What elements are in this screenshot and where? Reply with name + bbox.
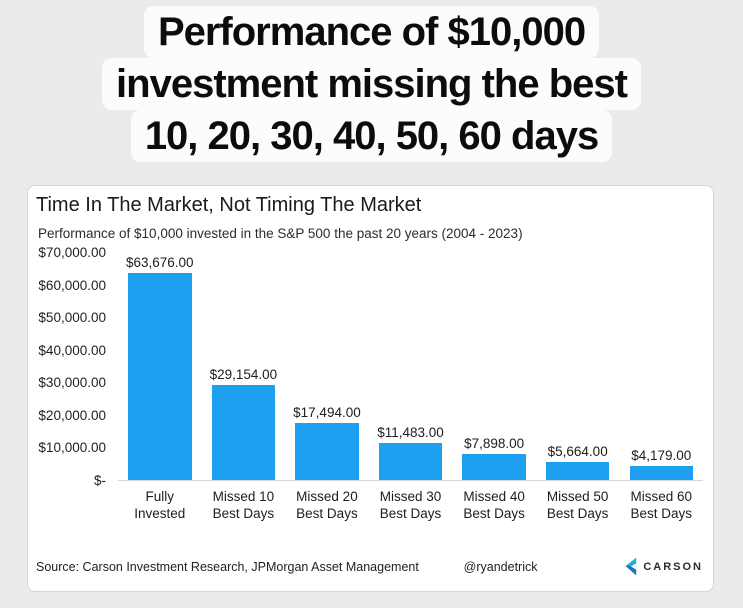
- bar: [462, 454, 526, 480]
- bar-column: $5,664.00: [536, 253, 620, 480]
- y-tick-label: $70,000.00: [38, 245, 106, 260]
- bar: [378, 442, 443, 480]
- y-tick-label: $10,000.00: [38, 440, 106, 456]
- bar-column: $29,154.00: [202, 253, 286, 480]
- bar-value-label: $29,154.00: [209, 367, 278, 382]
- x-axis-label: Fully Invested: [134, 489, 186, 521]
- bars-area: $63,676.00 $29,154.00 $17,494.00 $11,483.00…: [118, 253, 703, 481]
- page-title-line-2: investment missing the best: [102, 58, 641, 110]
- y-tick-label: $40,000.00: [38, 342, 106, 358]
- page-title-line-1: Performance of $10,000: [143, 6, 600, 58]
- x-axis-label: Missed 40 Best Days: [463, 489, 525, 521]
- bar-column: $7,898.00: [452, 253, 536, 480]
- x-axis-labels: Fully Invested Missed 10 Best Days Missed …: [118, 488, 703, 522]
- x-axis-label: Missed 20 Best Days: [296, 489, 358, 521]
- bar: [545, 461, 610, 480]
- page-title: Performance of $10,000 investment missin…: [0, 6, 743, 162]
- y-tick-label: $50,000.00: [38, 310, 106, 326]
- page-title-line-3: 10, 20, 30, 40, 50, 60 days: [130, 110, 613, 162]
- bar: [128, 272, 192, 480]
- chart-card: Time In The Market, Not Timing The Marke…: [27, 185, 714, 592]
- bar-value-label: $7,898.00: [464, 436, 525, 452]
- plot-inner: $70,000.00 $60,000.00 $50,000.00 $40,000.00…: [36, 246, 703, 522]
- bar: [629, 466, 694, 480]
- x-axis-label: Missed 50 Best Days: [546, 489, 609, 521]
- bar-value-label: $17,494.00: [293, 405, 361, 420]
- bars-wrap: $63,676.00 $29,154.00 $17,494.00 $11,483.00…: [118, 253, 703, 522]
- x-axis-label: Missed 10 Best Days: [212, 489, 275, 521]
- bar-column: $17,494.00: [285, 253, 369, 480]
- bar-column: $63,676.00: [118, 253, 202, 480]
- y-axis: $70,000.00 $60,000.00 $50,000.00 $40,000.00…: [36, 246, 118, 487]
- bar-value-label: $4,179.00: [631, 448, 692, 464]
- bar-value-label: $5,664.00: [547, 443, 608, 459]
- bar-chart: $70,000.00 $60,000.00 $50,000.00 $40,000.00…: [36, 246, 703, 522]
- y-tick-label: $30,000.00: [38, 375, 106, 391]
- carson-logo-icon: [625, 557, 637, 576]
- bar: [211, 385, 276, 480]
- bar: [295, 423, 359, 480]
- bar-value-label: $11,483.00: [377, 424, 444, 440]
- chart-title: Time In The Market, Not Timing The Marke…: [36, 194, 422, 216]
- bar-column: $4,179.00: [619, 253, 703, 480]
- bar-value-label: $63,676.00: [126, 254, 194, 270]
- chart-footer: Source: Carson Investment Research, JPMo…: [36, 556, 703, 577]
- y-tick-label: $-: [93, 472, 106, 488]
- carson-logo: CARSON: [622, 556, 703, 577]
- y-tick-label: $60,000.00: [38, 277, 106, 293]
- y-tick-label: $20,000.00: [38, 407, 106, 423]
- source-text: Source: Carson Investment Research, JPMo…: [36, 559, 419, 574]
- bar-column: $11,483.00: [369, 253, 453, 480]
- author-handle: @ryandetrick: [463, 559, 538, 574]
- carson-logo-text: CARSON: [643, 560, 703, 573]
- x-axis-label: Missed 30 Best Days: [379, 489, 442, 521]
- x-axis-label: Missed 60 Best Days: [630, 489, 693, 521]
- chart-subtitle: Performance of $10,000 invested in the S…: [38, 226, 523, 241]
